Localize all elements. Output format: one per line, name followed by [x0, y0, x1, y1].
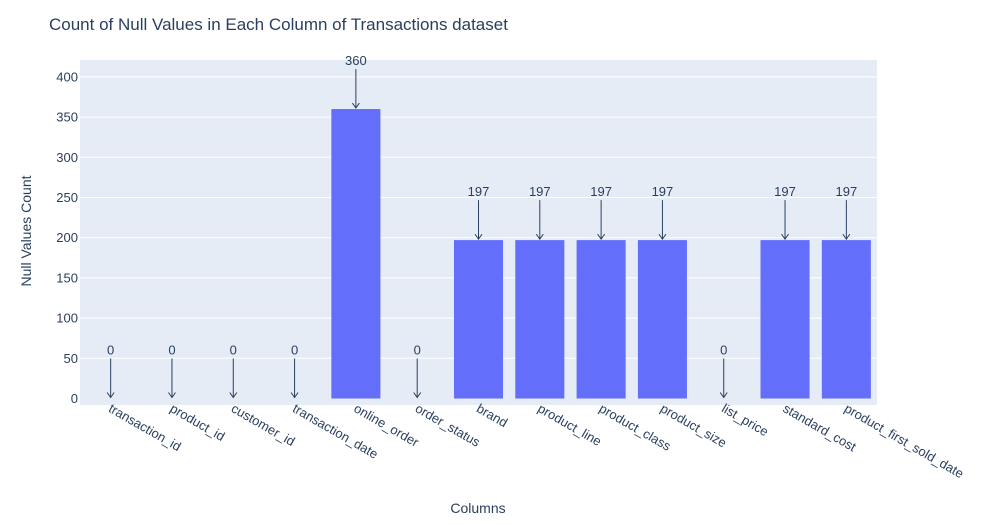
- x-tick-label: order_status: [413, 401, 484, 450]
- data-label: 0: [720, 343, 727, 358]
- y-tick-label: 150: [56, 270, 78, 285]
- data-label: 197: [652, 184, 674, 199]
- data-label: 0: [107, 343, 114, 358]
- data-label: 0: [168, 343, 175, 358]
- y-tick-label: 350: [56, 110, 78, 125]
- y-tick-label: 200: [56, 230, 78, 245]
- data-label: 197: [835, 184, 857, 199]
- y-tick-label: 400: [56, 69, 78, 84]
- x-tick-label: customer_id: [229, 401, 298, 449]
- y-tick-label: 300: [56, 150, 78, 165]
- y-tick-label: 250: [56, 190, 78, 205]
- annotation-arrowhead: [290, 392, 299, 399]
- bar: [637, 240, 687, 399]
- annotation-arrowhead: [842, 233, 851, 240]
- annotation-arrowhead: [781, 233, 789, 240]
- data-label: 0: [414, 343, 421, 358]
- y-axis-title: Null Values Count: [18, 175, 34, 286]
- bars: [86, 109, 871, 399]
- x-tick-label: product_first_sold_date: [842, 401, 967, 482]
- annotation-arrowhead: [658, 233, 667, 240]
- data-label: 197: [590, 184, 612, 199]
- annotation-arrowhead: [168, 392, 176, 399]
- annotation-arrowhead: [106, 392, 115, 399]
- y-axis-ticks: 0 50 100 150 200 250 300 350 400: [56, 69, 78, 406]
- bar: [453, 240, 504, 399]
- y-tick-label: 50: [64, 351, 78, 366]
- annotation-arrowhead: [351, 102, 360, 109]
- annotation-arrowhead: [597, 233, 606, 240]
- y-tick-label: 0: [71, 391, 78, 406]
- x-tick-label: list_price: [719, 401, 771, 440]
- data-label: 197: [468, 184, 490, 199]
- annotation-arrowhead: [474, 233, 483, 240]
- annotation-arrowhead: [719, 392, 728, 399]
- annotation-arrowhead: [535, 233, 544, 240]
- annotation-arrowhead: [229, 392, 238, 399]
- bar: [760, 240, 810, 399]
- data-label: 197: [774, 184, 796, 199]
- data-label: 197: [529, 184, 551, 199]
- bar: [331, 109, 381, 399]
- data-label: 0: [291, 343, 298, 358]
- annotations: 0 0 0 0 360 0 197 197 197 197 0 197 197: [106, 53, 857, 399]
- annotation-arrowhead: [413, 392, 422, 399]
- data-label: 360: [345, 53, 367, 68]
- data-label: 0: [230, 343, 237, 358]
- chart-title: Count of Null Values in Each Column of T…: [49, 15, 508, 34]
- bar: [515, 240, 565, 399]
- x-tick-label: product_line: [535, 401, 604, 449]
- bar: [576, 240, 626, 399]
- x-tick-label: brand: [474, 401, 510, 431]
- bar: [821, 240, 871, 399]
- x-axis-title: Columns: [450, 500, 505, 516]
- y-tick-label: 100: [56, 311, 78, 326]
